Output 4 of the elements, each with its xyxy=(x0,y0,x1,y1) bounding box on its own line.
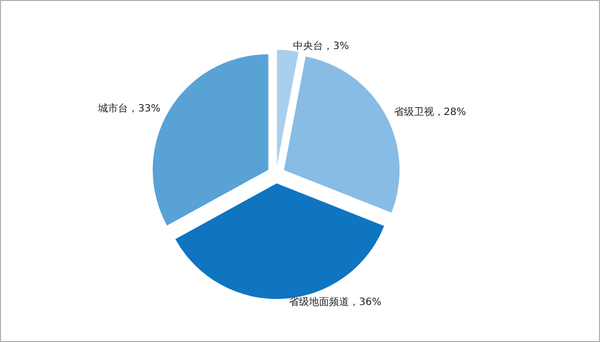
slice-label: 城市台，33% xyxy=(97,102,160,114)
slice-label: 省级地面频道，36% xyxy=(289,296,382,308)
slice-label: 省级卫视，28% xyxy=(394,106,466,118)
slice-label: 中央台，3% xyxy=(293,40,350,52)
